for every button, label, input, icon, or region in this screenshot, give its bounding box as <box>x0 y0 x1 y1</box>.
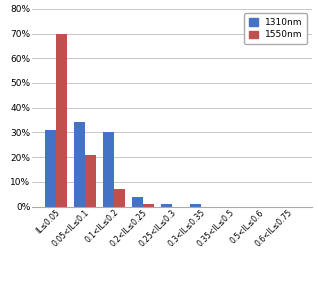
Bar <box>56 34 66 206</box>
Bar <box>190 204 201 206</box>
Bar <box>73 122 85 206</box>
Bar <box>103 132 114 206</box>
Bar <box>143 204 154 206</box>
Bar <box>161 204 172 206</box>
Bar <box>132 196 143 206</box>
Bar <box>45 130 56 206</box>
Bar <box>114 189 125 206</box>
Legend: 1310nm, 1550nm: 1310nm, 1550nm <box>244 13 307 44</box>
Bar <box>85 155 96 206</box>
